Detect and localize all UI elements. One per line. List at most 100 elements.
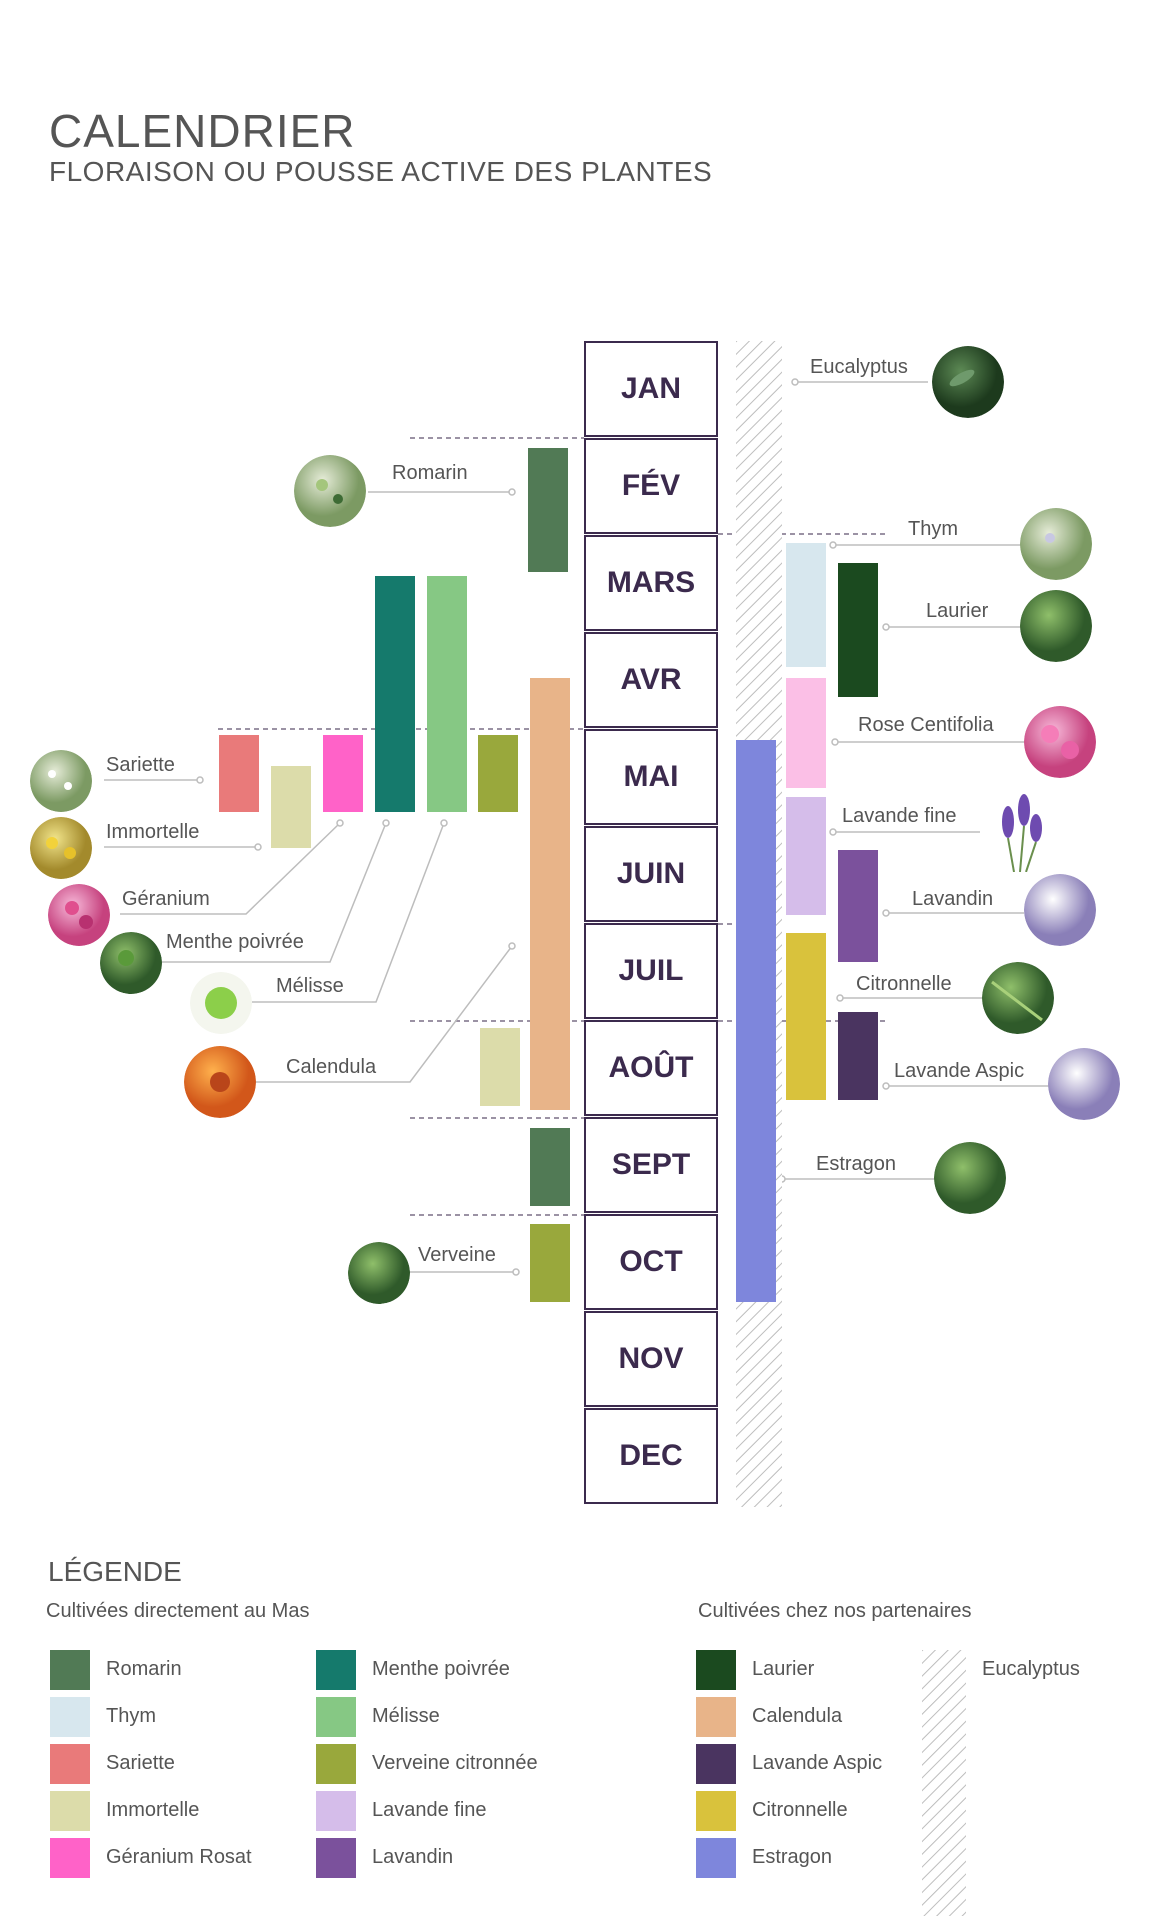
eucalyptus-photo-icon [932, 346, 1004, 418]
verveine-photo-icon [348, 1242, 410, 1304]
legend-swatch [696, 1697, 736, 1737]
immortelle-photo-icon [30, 817, 92, 879]
bar-immortelle [271, 766, 311, 848]
label-rose: Rose Centifolia [858, 714, 994, 736]
sariette-photo-icon [30, 750, 92, 812]
rose-photo-icon [1024, 706, 1096, 778]
bar-thym [786, 543, 826, 667]
bar-lavande-aspic [838, 1012, 878, 1100]
label-lavande-aspic: Lavande Aspic [894, 1060, 1025, 1082]
lavande-aspic-photo-icon [1048, 1048, 1120, 1120]
citronnelle-photo-icon [982, 962, 1054, 1034]
month-juil: JUIL [584, 923, 718, 1019]
month-aout: AOÛT [584, 1020, 718, 1116]
calendula-photo-icon [184, 1046, 256, 1118]
bar-lavande-fine [786, 797, 826, 915]
label-menthe: Menthe poivrée [166, 931, 304, 953]
bar-romarin [528, 448, 568, 572]
legend-label: Menthe poivrée [372, 1658, 510, 1680]
bar-rose [786, 678, 826, 788]
legend-swatch [316, 1744, 356, 1784]
bar-immortelle-aout [480, 1028, 520, 1106]
legend-swatch [316, 1791, 356, 1831]
bar-laurier [838, 563, 878, 697]
bar-sariette [219, 735, 259, 812]
romarin-photo-icon [294, 455, 366, 527]
legend-label: Laurier [752, 1658, 815, 1680]
bar-romarin-sept [530, 1128, 570, 1206]
legend-swatch [696, 1838, 736, 1878]
month-mars: MARS [584, 535, 718, 631]
legend-label: Romarin [106, 1658, 182, 1680]
bar-lavandin [838, 850, 878, 962]
month-avr: AVR [584, 632, 718, 728]
legend-swatch [696, 1650, 736, 1690]
legend-swatch [316, 1838, 356, 1878]
legend-mas-heading: Cultivées directement au Mas [46, 1600, 310, 1622]
melisse-photo-icon [190, 972, 252, 1034]
month-nov: NOV [584, 1311, 718, 1407]
label-romarin: Romarin [392, 462, 468, 484]
label-melisse: Mélisse [276, 975, 344, 997]
legend-swatch [316, 1697, 356, 1737]
connector-lines [104, 378, 1050, 1276]
label-eucalyptus: Eucalyptus [810, 356, 908, 378]
lavandin-photo-icon [1024, 874, 1096, 946]
legend-swatch [50, 1838, 90, 1878]
month-jan: JAN [584, 341, 718, 437]
page-title: CALENDRIER [49, 105, 356, 157]
legend-label: Lavandin [372, 1846, 454, 1868]
menthe-photo-icon [100, 932, 162, 994]
legend-swatch [696, 1744, 736, 1784]
bar-citronnelle [786, 933, 826, 1100]
legend-label: Eucalyptus [982, 1658, 1080, 1680]
month-oct: OCT [584, 1214, 718, 1310]
legend-swatch [50, 1650, 90, 1690]
legend-label: Citronnelle [752, 1799, 848, 1821]
legend-label: Lavande Aspic [752, 1752, 883, 1774]
label-geranium: Géranium [122, 888, 210, 910]
bar-menthe [375, 576, 415, 812]
legend-label: Sariette [106, 1752, 175, 1774]
laurier-photo-icon [1020, 590, 1092, 662]
label-lavandin: Lavandin [912, 888, 994, 910]
legend-swatch [50, 1697, 90, 1737]
label-sariette: Sariette [106, 754, 175, 776]
month-mai: MAI [584, 729, 718, 825]
label-calendula: Calendula [286, 1056, 377, 1078]
label-immortelle: Immortelle [106, 821, 200, 843]
legend-label: Immortelle [106, 1799, 200, 1821]
legend-label: Mélisse [372, 1705, 440, 1727]
label-verveine: Verveine [418, 1244, 496, 1266]
legend-label: Calendula [752, 1705, 843, 1727]
legend-swatch [696, 1791, 736, 1831]
bar-melisse [427, 576, 467, 812]
label-thym: Thym [908, 518, 958, 540]
month-fev: FÉV [584, 438, 718, 534]
bar-geranium [323, 735, 363, 812]
legend-title: LÉGENDE [48, 1556, 182, 1587]
legend-label: Géranium Rosat [106, 1846, 252, 1868]
geranium-photo-icon [48, 884, 110, 946]
legend-swatch [316, 1650, 356, 1690]
legend-swatch-eucalyptus [922, 1650, 966, 1916]
bar-calendula [530, 678, 570, 1110]
month-sept: SEPT [584, 1117, 718, 1213]
label-lavande-fine: Lavande fine [842, 805, 957, 827]
label-estragon: Estragon [816, 1153, 897, 1175]
estragon-photo-icon [934, 1142, 1006, 1214]
bar-estragon [736, 740, 776, 1302]
bar-verveine-mai [478, 735, 518, 812]
legend-swatch [50, 1791, 90, 1831]
legend-partners-heading: Cultivées chez nos partenaires [698, 1600, 972, 1622]
bar-verveine-oct [530, 1224, 570, 1302]
legend-swatch [50, 1744, 90, 1784]
label-citronnelle: Citronnelle [856, 973, 952, 995]
month-juin: JUIN [584, 826, 718, 922]
legend-label: Verveine citronnée [372, 1752, 538, 1774]
label-laurier: Laurier [926, 600, 989, 622]
page-subtitle: FLORAISON OU POUSSE ACTIVE DES PLANTES [49, 156, 713, 187]
lavande-fine-photo-icon [1002, 794, 1042, 872]
month-dec: DEC [584, 1408, 718, 1504]
legend-label: Estragon [752, 1846, 833, 1868]
